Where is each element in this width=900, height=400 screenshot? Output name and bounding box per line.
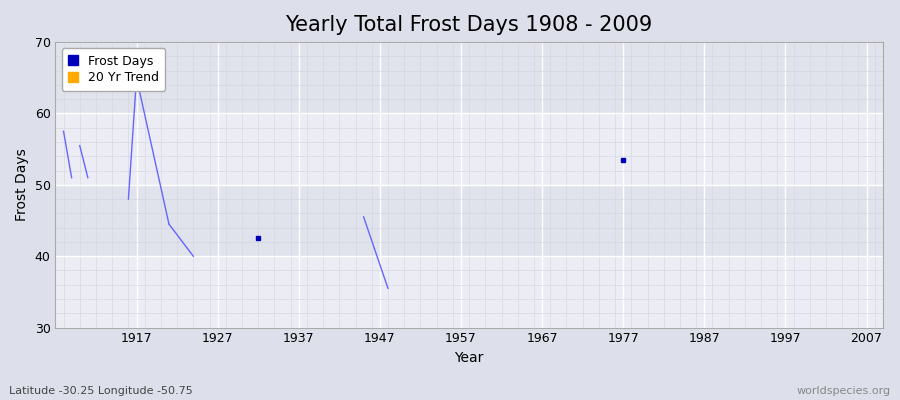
Text: worldspecies.org: worldspecies.org — [796, 386, 891, 396]
Bar — [56, 256, 883, 328]
Bar — [56, 114, 883, 185]
X-axis label: Year: Year — [454, 351, 484, 365]
Legend: Frost Days, 20 Yr Trend: Frost Days, 20 Yr Trend — [62, 48, 166, 91]
Y-axis label: Frost Days: Frost Days — [15, 148, 29, 221]
Bar — [56, 42, 883, 114]
Bar — [56, 185, 883, 256]
Text: Latitude -30.25 Longitude -50.75: Latitude -30.25 Longitude -50.75 — [9, 386, 193, 396]
Title: Yearly Total Frost Days 1908 - 2009: Yearly Total Frost Days 1908 - 2009 — [285, 15, 652, 35]
